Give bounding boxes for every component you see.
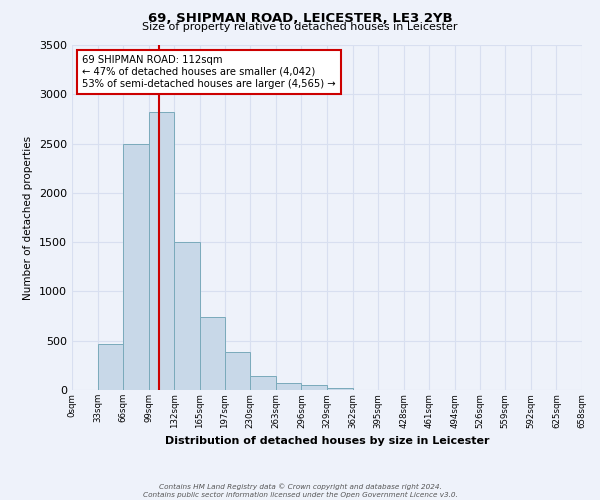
Bar [149, 112, 175, 390]
Bar [98, 344, 123, 390]
Bar [123, 144, 149, 390]
Bar [175, 242, 200, 390]
Text: Contains HM Land Registry data © Crown copyright and database right 2024.
Contai: Contains HM Land Registry data © Crown c… [143, 484, 457, 498]
Bar [200, 317, 224, 390]
Bar [301, 384, 327, 390]
Y-axis label: Number of detached properties: Number of detached properties [23, 136, 34, 300]
Bar [250, 376, 276, 390]
Bar [276, 382, 301, 390]
Text: 69 SHIPMAN ROAD: 112sqm
← 47% of detached houses are smaller (4,042)
53% of semi: 69 SHIPMAN ROAD: 112sqm ← 47% of detache… [82, 56, 336, 88]
X-axis label: Distribution of detached houses by size in Leicester: Distribution of detached houses by size … [165, 436, 489, 446]
Text: Size of property relative to detached houses in Leicester: Size of property relative to detached ho… [142, 22, 458, 32]
Bar [327, 388, 353, 390]
Bar [224, 352, 250, 390]
Text: 69, SHIPMAN ROAD, LEICESTER, LE3 2YB: 69, SHIPMAN ROAD, LEICESTER, LE3 2YB [148, 12, 452, 26]
